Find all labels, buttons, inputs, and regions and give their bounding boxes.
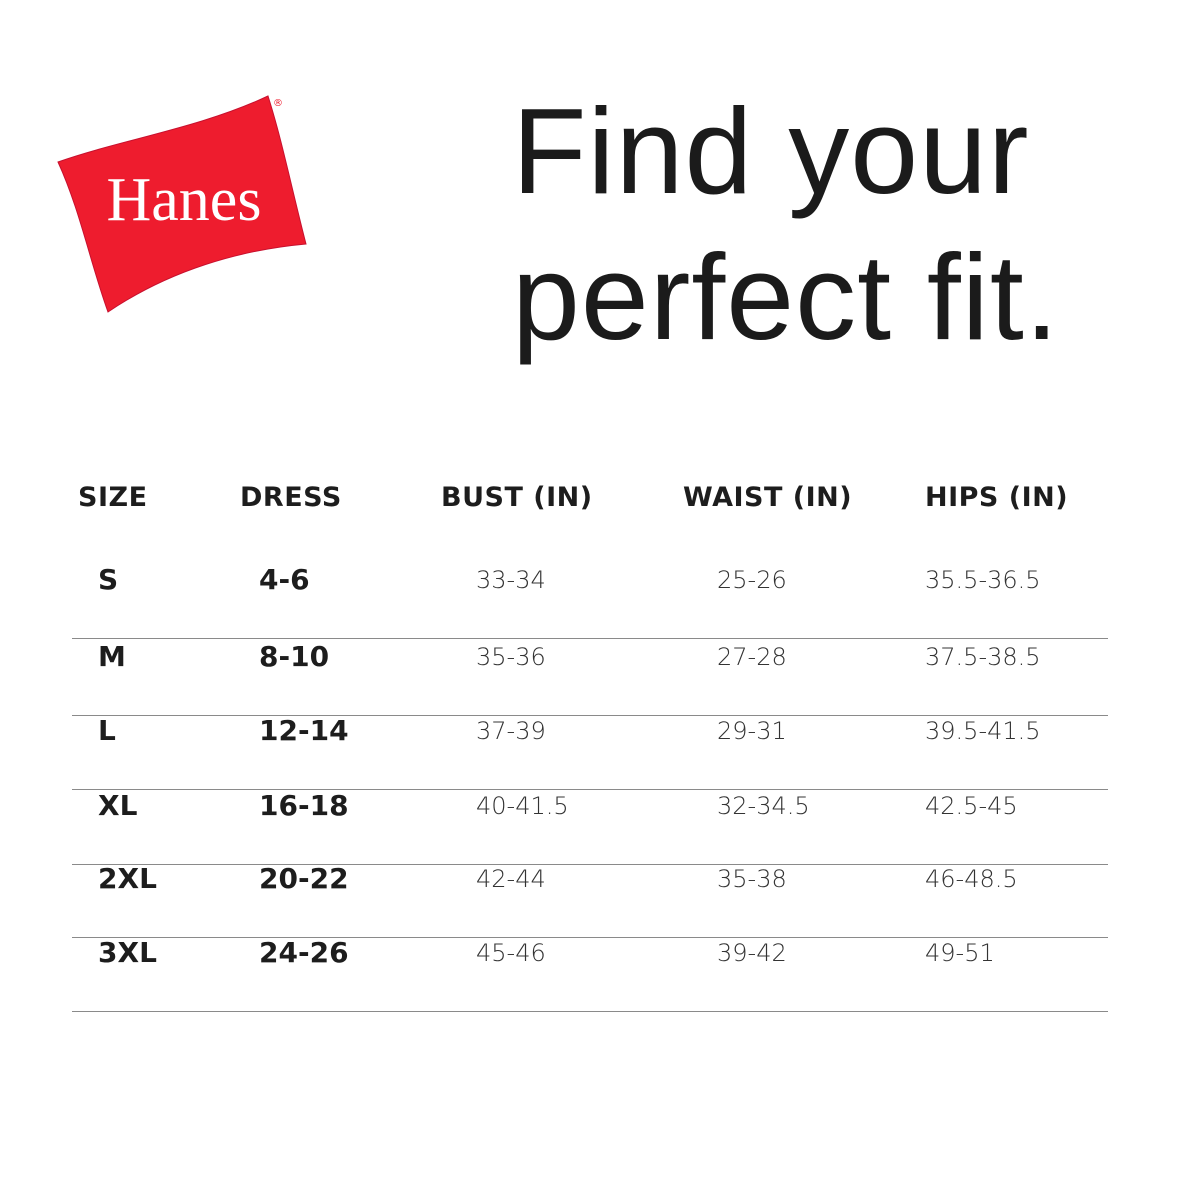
table-row: S 4-6 33-34 25-26 35.5-36.5	[72, 565, 1108, 639]
headline-line1: Find your	[512, 83, 1030, 219]
header-hips: HIPS (IN)	[925, 482, 1069, 513]
table-row: 3XL 24-26 45-46 39-42 49-51	[72, 938, 1108, 1012]
cell-waist: 27-28	[717, 643, 787, 671]
cell-dress: 8-10	[259, 640, 330, 673]
cell-hips: 35.5-36.5	[925, 566, 1041, 594]
cell-size: M	[98, 640, 126, 673]
cell-size: 2XL	[98, 862, 157, 895]
cell-dress: 20-22	[259, 862, 349, 895]
cell-bust: 45-46	[476, 939, 546, 967]
cell-waist: 29-31	[717, 717, 787, 745]
headline-line2: perfect fit.	[512, 229, 1060, 365]
logo-text: Hanes	[107, 166, 262, 234]
cell-size: S	[98, 563, 119, 596]
cell-hips: 37.5-38.5	[925, 643, 1041, 671]
row-divider	[72, 638, 1108, 639]
row-divider	[72, 715, 1108, 716]
row-divider	[72, 937, 1108, 938]
cell-waist: 35-38	[717, 865, 787, 893]
cell-bust: 35-36	[476, 643, 546, 671]
cell-hips: 46-48.5	[925, 865, 1018, 893]
cell-size: XL	[98, 789, 138, 822]
cell-dress: 24-26	[259, 936, 349, 969]
cell-bust: 33-34	[476, 566, 546, 594]
cell-dress: 12-14	[259, 714, 349, 747]
registered-mark: ®	[273, 98, 283, 109]
table-row: M 8-10 35-36 27-28 37.5-38.5	[72, 642, 1108, 716]
header-size: SIZE	[78, 482, 148, 513]
cell-waist: 39-42	[717, 939, 787, 967]
table-row: XL 16-18 40-41.5 32-34.5 42.5-45	[72, 791, 1108, 865]
cell-dress: 4-6	[259, 563, 310, 596]
cell-hips: 39.5-41.5	[925, 717, 1041, 745]
header-bust: BUST (IN)	[441, 482, 593, 513]
cell-waist: 32-34.5	[717, 792, 810, 820]
row-divider	[72, 789, 1108, 790]
header-dress: DRESS	[240, 482, 342, 513]
cell-bust: 42-44	[476, 865, 546, 893]
row-divider	[72, 864, 1108, 865]
cell-waist: 25-26	[717, 566, 787, 594]
table-row: L 12-14 37-39 29-31 39.5-41.5	[72, 716, 1108, 790]
cell-size: L	[98, 714, 116, 747]
header-waist: WAIST (IN)	[683, 482, 853, 513]
cell-size: 3XL	[98, 936, 157, 969]
cell-bust: 40-41.5	[476, 792, 569, 820]
cell-dress: 16-18	[259, 789, 349, 822]
row-divider	[72, 1011, 1108, 1012]
table-row: 2XL 20-22 42-44 35-38 46-48.5	[72, 864, 1108, 938]
cell-hips: 49-51	[925, 939, 995, 967]
headline: Find your perfect fit.	[512, 78, 1060, 370]
cell-bust: 37-39	[476, 717, 546, 745]
cell-hips: 42.5-45	[925, 792, 1018, 820]
hanes-logo: Hanes ®	[57, 95, 307, 313]
